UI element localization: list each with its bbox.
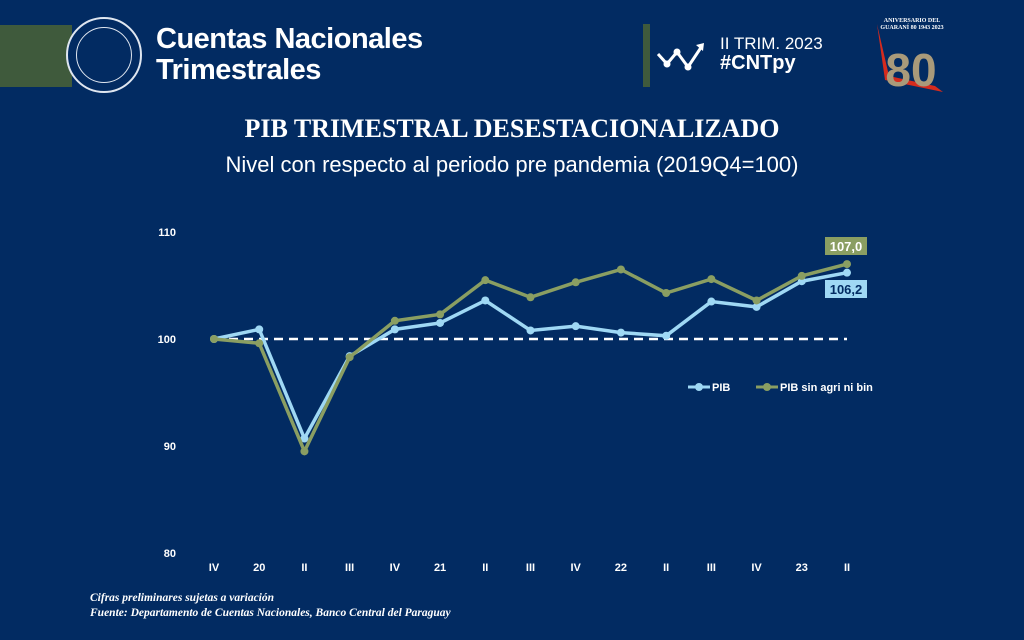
data-point (662, 288, 671, 297)
svg-text:80: 80 (885, 44, 936, 94)
header-accent-band (0, 25, 72, 87)
x-tick-label: II (663, 562, 669, 574)
x-tick-label: 20 (253, 562, 265, 574)
data-point (345, 353, 354, 362)
data-point (255, 325, 264, 334)
period-label: II TRIM. 2023 (720, 34, 823, 53)
title-line-2: Trimestrales (156, 54, 321, 86)
x-tick-label: IV (209, 562, 220, 574)
x-tick-label: IV (751, 562, 762, 574)
x-tick-label: III (345, 562, 354, 574)
x-tick-label: 22 (615, 562, 627, 574)
source-note: Fuente: Departamento de Cuentas Nacional… (90, 607, 451, 619)
bcp-seal-logo (66, 17, 142, 93)
title-line-1: Cuentas Nacionales (156, 23, 423, 55)
data-point (300, 434, 309, 443)
data-point (210, 335, 218, 343)
guarani-80-anniversary-logo: 80 (877, 24, 943, 94)
x-tick-label: III (707, 562, 716, 574)
y-tick-label: 90 (164, 441, 176, 453)
hashtag: #CNTpy (720, 52, 796, 74)
data-point (390, 325, 399, 334)
series-line-pib-sin-agri (213, 262, 848, 456)
data-point (797, 271, 806, 280)
data-point (390, 316, 399, 325)
x-tick-label: IV (571, 562, 582, 574)
end-label-pib-sin-agri: 107,0 (830, 239, 863, 254)
data-point (571, 322, 580, 331)
legend-swatch-marker (695, 383, 703, 391)
data-point (843, 268, 851, 277)
data-point (662, 331, 671, 340)
x-tick-label: II (301, 562, 307, 574)
brand-title: Cuentas Nacionales Trimestrales (156, 24, 423, 86)
legend-label: PIB (712, 382, 730, 394)
legend-swatch-marker (763, 383, 771, 391)
y-tick-label: 110 (158, 227, 176, 239)
x-tick-label: II (844, 562, 850, 574)
data-point (481, 296, 490, 305)
data-point (707, 275, 716, 284)
x-tick-label: 21 (434, 562, 446, 574)
data-point (616, 328, 625, 337)
data-point (526, 326, 535, 335)
y-tick-label: 100 (158, 334, 176, 346)
end-label-box-pib (825, 280, 867, 298)
anniversary-logo-text: ANIVERSARIO DEL GUARANÍ 80 1943 2023 (880, 18, 944, 31)
x-tick-label: III (526, 562, 535, 574)
data-point (752, 302, 761, 311)
x-tick-label: 23 (796, 562, 808, 574)
chart-subtitle: Nivel con respecto al periodo pre pandem… (225, 152, 799, 177)
trend-icon (656, 43, 704, 71)
data-point (752, 296, 761, 305)
data-point (843, 260, 851, 269)
footnote: Cifras preliminares sujetas a variación (90, 592, 275, 604)
data-point (481, 276, 490, 285)
x-tick-label: IV (390, 562, 401, 574)
data-point (436, 310, 445, 319)
legend-label: PIB sin agri ni bin (780, 382, 873, 394)
data-point (571, 278, 580, 287)
data-point (526, 293, 535, 302)
data-point (436, 318, 445, 327)
x-tick-label: II (482, 562, 488, 574)
header-divider (643, 24, 650, 87)
data-point (707, 297, 716, 306)
end-label-box-pib-sin-agri (825, 237, 867, 255)
data-point (616, 265, 625, 274)
chart-title: PIB TRIMESTRAL DESESTACIONALIZADO (244, 114, 780, 143)
data-point (300, 447, 309, 456)
data-point (255, 339, 264, 348)
end-label-pib: 106,2 (830, 282, 863, 297)
y-tick-label: 80 (164, 548, 176, 560)
